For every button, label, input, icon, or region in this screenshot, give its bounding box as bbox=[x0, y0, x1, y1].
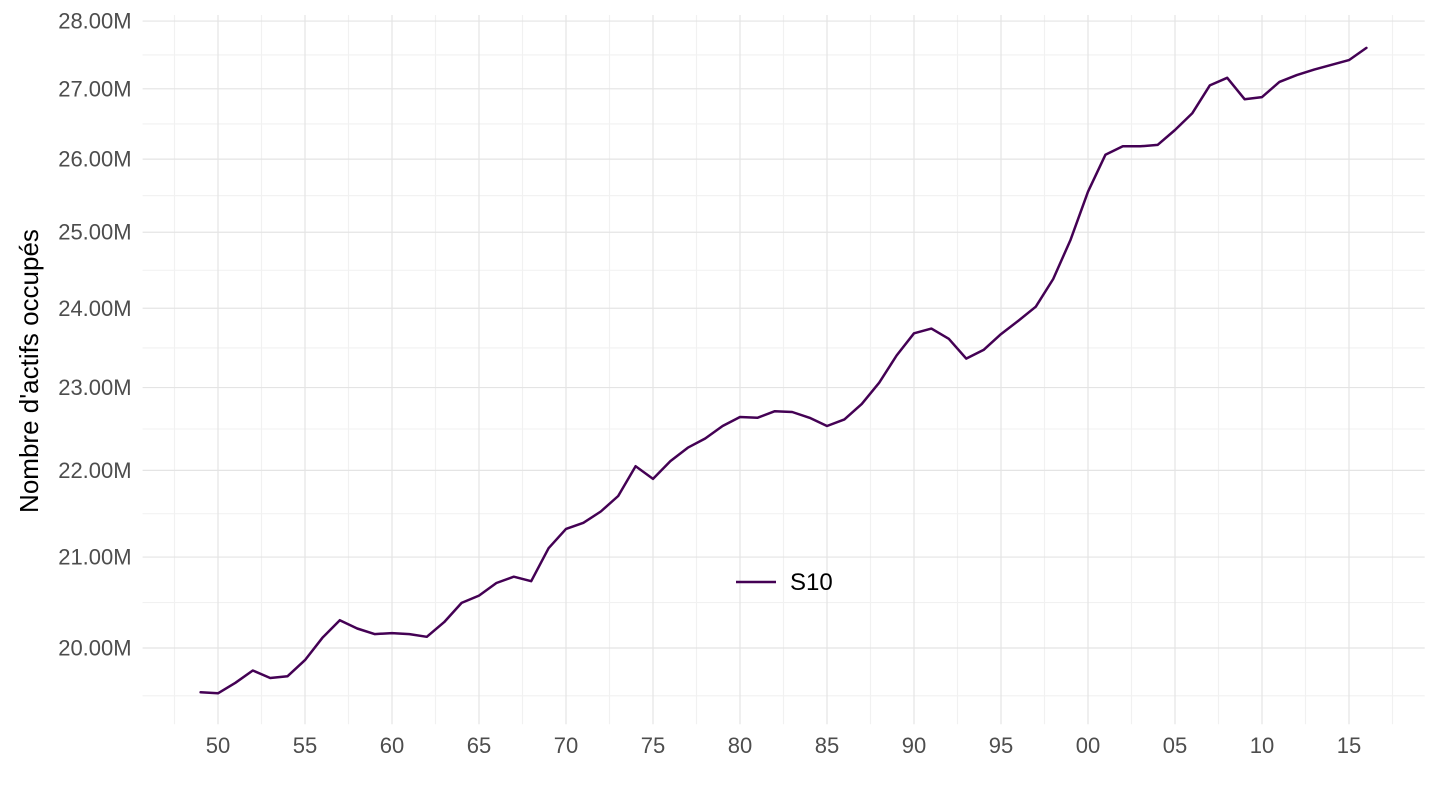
y-tick-label: 26.00M bbox=[58, 147, 131, 172]
y-tick-label: 28.00M bbox=[58, 9, 131, 34]
y-tick-label: 27.00M bbox=[58, 76, 131, 101]
x-tick-label: 65 bbox=[467, 733, 491, 758]
gridlines-minor bbox=[142, 15, 1425, 725]
legend-label: S10 bbox=[790, 569, 833, 596]
y-tick-label: 23.00M bbox=[58, 375, 131, 400]
x-tick-label: 10 bbox=[1250, 733, 1274, 758]
series-lines bbox=[199, 46, 1368, 695]
x-tick-label: 55 bbox=[293, 733, 317, 758]
x-tick-label: 75 bbox=[641, 733, 665, 758]
x-tick-label: 00 bbox=[1076, 733, 1100, 758]
x-tick-label: 50 bbox=[206, 733, 230, 758]
x-tick-label: 85 bbox=[815, 733, 839, 758]
x-tick-label: 70 bbox=[554, 733, 578, 758]
y-axis-title: Nombre d'actifs occupés bbox=[14, 229, 44, 513]
y-tick-label: 21.00M bbox=[58, 545, 131, 570]
y-tick-label: 20.00M bbox=[58, 635, 131, 660]
y-tick-label: 24.00M bbox=[58, 296, 131, 321]
y-tick-label: 25.00M bbox=[58, 220, 131, 245]
x-tick-label: 95 bbox=[989, 733, 1013, 758]
x-tick-label: 60 bbox=[380, 733, 404, 758]
legend: S10 bbox=[736, 569, 833, 596]
y-tick-label: 22.00M bbox=[58, 458, 131, 483]
y-axis-tick-labels: 20.00M 21.00M 22.00M 23.00M 24.00M 25.00M 26.0… bbox=[58, 9, 131, 661]
gridlines-major bbox=[142, 15, 1425, 725]
x-tick-label: 90 bbox=[902, 733, 926, 758]
x-axis-tick-labels: 50 55 60 65 70 75 80 85 90 95 00 05 10 15 bbox=[206, 733, 1361, 758]
x-tick-label: 15 bbox=[1337, 733, 1361, 758]
x-tick-label: 05 bbox=[1163, 733, 1187, 758]
x-tick-label: 80 bbox=[728, 733, 752, 758]
series-line-s10 bbox=[199, 46, 1368, 695]
